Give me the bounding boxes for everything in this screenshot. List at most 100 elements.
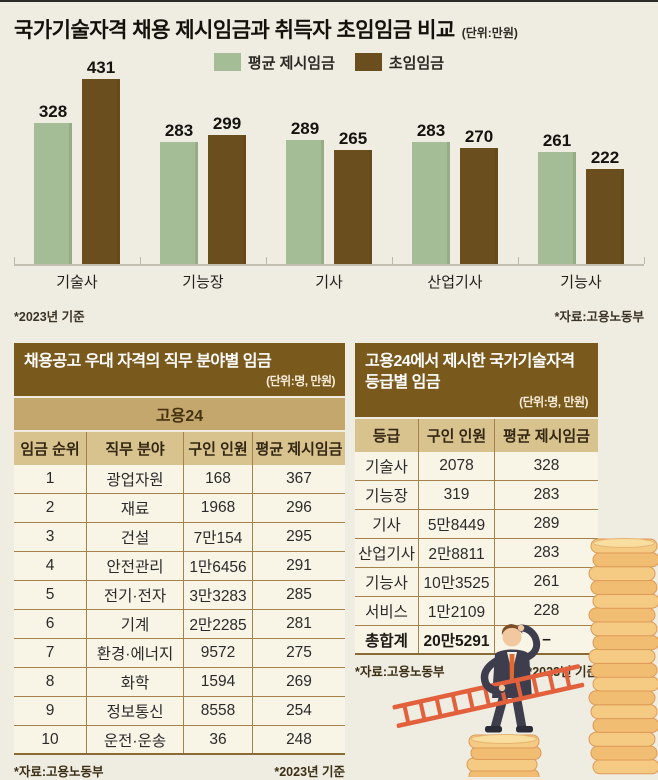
starting-wage-barwrap: 431 [82, 58, 120, 264]
shoe [516, 726, 533, 733]
axis-tick [517, 257, 519, 264]
table-cell: 화학 [86, 668, 183, 696]
axis-tick [391, 257, 393, 264]
table-cell: 283 [494, 539, 598, 567]
table-cell: 전기·전자 [86, 581, 183, 609]
grade-wage-table: 고용24에서 제시한 국가기술자격 등급별 임금 (단위:명, 만원) 등급 구인… [355, 343, 598, 680]
top-divider [0, 0, 658, 2]
table-unit-label: (단위:명, 만원) [266, 374, 335, 388]
starting-wage-barwrap: 270 [460, 127, 498, 264]
tie [509, 654, 515, 680]
table-cell: 20만5291 [418, 626, 494, 653]
table-cell: 6 [45, 615, 55, 632]
table-footnotes: *자료:고용노동부 *2023년 기준 [14, 761, 345, 780]
table-cell: 36 [183, 726, 252, 753]
table-cell: 261 [494, 568, 598, 596]
hand [517, 624, 525, 632]
table-cell: 광업자원 [86, 465, 183, 493]
offered-wage-bar [34, 123, 72, 264]
bar-chart-plot: 328 431 283 299 289 265 283 270 261 222 [13, 58, 645, 266]
chart-footnote-source: *자료:고용노동부 [554, 310, 644, 324]
wage-comparison-chart-section: 국가기술자격 채용 제시임금과 취득자 초임임금 비교 (단위:만원) 평균 제… [0, 14, 658, 325]
table-cell: 기사 [372, 517, 401, 534]
table-cell: 2만2285 [183, 610, 252, 638]
starting-wage-value-label: 299 [212, 114, 242, 133]
table-cell: 9572 [183, 639, 252, 667]
table-cell: 328 [494, 452, 598, 480]
starting-wage-bar [82, 79, 120, 264]
chart-footnote-basis: *2023년 기준 [14, 310, 85, 324]
table-row: 1 광업자원 168 367 [14, 465, 345, 494]
category-label: 기능사 [560, 274, 602, 291]
column-header: 등급 [372, 428, 401, 445]
offered-wage-barwrap: 289 [286, 119, 324, 264]
small-coin-stack [466, 734, 542, 777]
table-row: 4 안전관리 1만6456 291 [14, 552, 345, 581]
offered-wage-value-label: 283 [164, 121, 194, 140]
table-cell: 기술사 [365, 459, 408, 476]
table-cell: 5만8449 [418, 510, 494, 538]
table-cell: 281 [252, 610, 345, 638]
table-group-header: 고용24 [14, 396, 345, 430]
table-cell: 9 [45, 702, 55, 719]
table-cell: 291 [252, 552, 345, 580]
table-cell: 4 [45, 557, 55, 574]
table-row: 10 운전·운송 36 248 [14, 726, 345, 755]
starting-wage-value-label: 222 [590, 148, 620, 167]
table-cell: 3만3283 [183, 581, 252, 609]
table-cell: 5 [45, 586, 55, 603]
table-cell: 기능사 [365, 575, 408, 592]
businessman-ladder-coins-illustration [392, 538, 658, 777]
column-header: 평균 제시임금 [494, 419, 598, 452]
bar-group-3: 283 270 [392, 80, 518, 264]
table-cell: 289 [494, 510, 598, 538]
table-cell: 8 [45, 673, 55, 690]
axis-tick [13, 257, 15, 264]
hair [501, 624, 523, 635]
table-cell: 10만3525 [418, 568, 494, 596]
category-label: 산업기사 [427, 274, 483, 291]
table-cell: 환경·에너지 [86, 639, 183, 667]
legend-item-offered-wage: 평균 제시임금 [213, 52, 335, 72]
table-total-row: 총합계 20만5291– [355, 626, 598, 655]
table-cell: 295 [252, 523, 345, 551]
starting-wage-swatch [354, 53, 382, 71]
table-cell: 2만8811 [418, 539, 494, 567]
front-arm [480, 656, 506, 694]
table-row: 5 전기·전자 3만3283 285 [14, 581, 345, 610]
job-field-wage-table: 채용공고 우대 자격의 직무 분야별 임금 (단위:명, 만원) 고용24 임금… [14, 343, 345, 780]
table-title-bar: 고용24에서 제시한 국가기술자격 등급별 임금 (단위:명, 만원) [355, 343, 598, 417]
table-row: 산업기사 2만8811 283 [355, 539, 598, 568]
table-cell: 269 [252, 668, 345, 696]
table-cell: 248 [252, 726, 345, 753]
column-header: 직무 분야 [86, 432, 183, 465]
starting-wage-bar [460, 148, 498, 264]
table-title: 채용공고 우대 자격의 직무 분야별 임금 [24, 353, 272, 370]
axis-tick [643, 257, 645, 264]
table-cell: 1968 [183, 494, 252, 522]
table-cell: 228 [494, 597, 598, 625]
offered-wage-barwrap: 283 [412, 121, 450, 264]
chart-header: 국가기술자격 채용 제시임금과 취득자 초임임금 비교 (단위:만원) [14, 14, 644, 44]
head [502, 627, 522, 647]
starting-wage-value-label: 270 [464, 127, 494, 146]
starting-wage-bar [586, 169, 624, 264]
table-body: 기술사 2078 328 기능장 319 283 기사 5만8449 289 산업기사 2만8811… [355, 452, 598, 655]
table-cell: 산업기사 [357, 546, 416, 563]
table-cell: 운전·운송 [86, 726, 183, 753]
table-cell: 1 [45, 470, 55, 487]
axis-tick [139, 257, 141, 264]
table-cell: 296 [252, 494, 345, 522]
table-body: 1 광업자원 168 367 2 재료 1968 296 3 건설 7만154 295 4 안전관리 1만6… [14, 465, 345, 755]
table-cell: 283 [494, 481, 598, 509]
bar-group-2: 289 265 [266, 80, 392, 264]
starting-wage-barwrap: 222 [586, 148, 624, 264]
starting-wage-barwrap: 265 [334, 129, 372, 264]
table-cell: 기계 [86, 610, 183, 638]
table-cell: 10 [41, 730, 59, 748]
table-title-bar: 채용공고 우대 자격의 직무 분야별 임금 (단위:명, 만원) [14, 343, 345, 396]
table-title: 고용24에서 제시한 국가기술자격 등급별 임금 [365, 353, 575, 391]
table-row: 기술사 2078 328 [355, 452, 598, 481]
axis-tick [265, 257, 267, 264]
bar-group-0: 328 431 [14, 58, 140, 264]
